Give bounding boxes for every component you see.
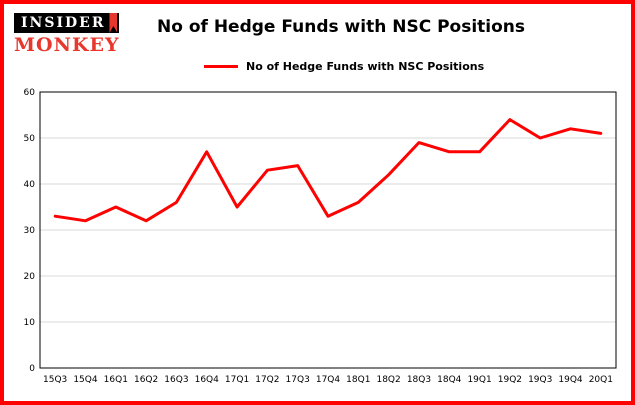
x-axis-tick-label: 19Q1 [467, 375, 491, 385]
x-axis-tick-label: 19Q2 [498, 375, 522, 385]
legend: No of Hedge Funds with NSC Positions [204, 60, 484, 73]
x-axis-tick-label: 16Q2 [134, 375, 158, 385]
logo-flag-icon [109, 13, 118, 33]
logo-monkey-text: MONKEY [14, 34, 120, 56]
x-axis-tick-label: 19Q4 [558, 375, 583, 385]
data-series-line [53, 118, 603, 223]
x-axis-tick-label: 17Q4 [316, 375, 341, 385]
x-axis-tick-label: 16Q1 [104, 375, 128, 385]
y-axis-tick-label: 20 [24, 272, 36, 282]
y-axis-tick-label: 0 [29, 364, 35, 374]
x-axis-tick-label: 18Q3 [407, 375, 431, 385]
logo-insider-text: INSIDER [21, 15, 106, 31]
legend-line-swatch [204, 65, 238, 68]
x-axis-tick-label: 17Q1 [225, 375, 249, 385]
logo-insider-bar: INSIDER [14, 13, 120, 33]
chart-title: No of Hedge Funds with NSC Positions [157, 17, 526, 37]
line-chart: 0 10 20 30 40 50 60 15Q3 15Q4 16Q1 16Q2 16Q3 16Q4 17Q… [24, 88, 617, 385]
x-axis-tick-label: 17Q2 [255, 375, 279, 385]
y-axis-tick-label: 10 [24, 318, 36, 328]
insider-monkey-logo: INSIDER MONKEY [14, 12, 144, 56]
plot-border [39, 91, 617, 369]
x-axis-tick-label: 15Q4 [73, 375, 98, 385]
y-axis-tick-label: 40 [24, 180, 36, 190]
x-axis-tick-label: 18Q1 [346, 375, 370, 385]
x-axis-tick-label: 18Q4 [437, 375, 462, 385]
x-axis-tick-label: 17Q3 [286, 375, 310, 385]
x-axis-tick-label: 15Q3 [43, 375, 67, 385]
y-axis-tick-label: 30 [24, 226, 36, 236]
x-axis-tick-label: 16Q3 [164, 375, 188, 385]
x-axis-tick-label: 19Q3 [528, 375, 552, 385]
legend-label: No of Hedge Funds with NSC Positions [246, 60, 485, 73]
x-axis-tick-label: 18Q2 [376, 375, 400, 385]
y-axis-tick-label: 60 [24, 88, 36, 98]
y-axis-tick-label: 50 [24, 134, 36, 144]
x-axis-tick-label: 20Q1 [589, 375, 613, 385]
x-axis-tick-label: 16Q4 [195, 375, 220, 385]
